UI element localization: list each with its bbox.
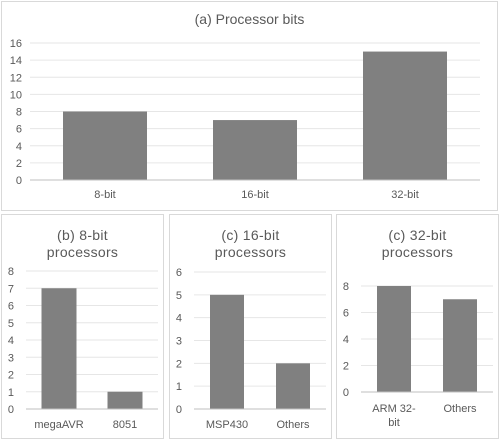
y-tick-label: 4 xyxy=(343,334,349,346)
y-tick-label: 1 xyxy=(176,381,182,393)
x-tick-label: MSP430 xyxy=(206,419,248,431)
y-tick-label: 1 xyxy=(8,387,14,399)
y-tick-label: 2 xyxy=(176,358,182,370)
bar xyxy=(210,294,244,409)
y-tick-label: 4 xyxy=(16,141,22,153)
y-tick-label: 16 xyxy=(10,38,22,50)
y-tick-label: 4 xyxy=(8,335,14,347)
x-tick-label: bit xyxy=(388,417,400,429)
chart-title-line: (c) 16-bit xyxy=(221,227,280,243)
y-tick-label: 4 xyxy=(176,313,182,325)
y-tick-label: 0 xyxy=(343,387,349,399)
x-tick-label: 8051 xyxy=(113,419,137,431)
x-tick-label: 32-bit xyxy=(391,189,419,201)
bar xyxy=(107,391,143,409)
y-tick-label: 0 xyxy=(176,404,182,416)
chart-processor-bits: (a) Processor bits 0 2 4 6 8 10 12 14 16 8-bit 16-… xyxy=(1,1,498,211)
bar xyxy=(41,288,77,409)
chart-plot: 0 2 4 6 8 ARM 32- bit Others xyxy=(343,281,493,429)
y-tick-label: 5 xyxy=(176,290,182,302)
y-tick-label: 2 xyxy=(16,158,22,170)
chart-title: (a) Processor bits xyxy=(194,11,305,27)
chart-title: (c) 32-bit processors xyxy=(337,227,498,261)
chart-title-line: processors xyxy=(381,244,454,260)
y-tick-label: 3 xyxy=(8,352,14,364)
chart-title-line: (c) 32-bit xyxy=(388,227,447,243)
x-tick-label: megaAVR xyxy=(34,419,83,431)
chart-8bit-processors: (b) 8-bit processors 0 1 2 3 4 5 6 7 8 megaAVR 805… xyxy=(1,214,164,439)
x-tick-label: 16-bit xyxy=(241,189,269,201)
chart-title: (b) 8-bit processors xyxy=(2,227,163,261)
y-tick-label: 8 xyxy=(8,266,14,278)
y-tick-label: 14 xyxy=(10,55,22,67)
chart-title-line: processors xyxy=(46,244,119,260)
bar xyxy=(276,363,310,409)
x-tick-label: Others xyxy=(443,403,477,415)
y-tick-label: 12 xyxy=(10,72,22,84)
y-tick-label: 8 xyxy=(343,281,349,293)
y-tick-label: 7 xyxy=(8,283,14,295)
x-tick-label: 8-bit xyxy=(94,189,115,201)
y-tick-label: 3 xyxy=(176,336,182,348)
y-tick-label: 10 xyxy=(10,89,22,101)
chart-16bit-processors: (c) 16-bit processors 0 1 2 3 4 5 6 MSP430 Other… xyxy=(169,214,332,439)
y-tick-label: 2 xyxy=(343,361,349,373)
chart-title: (c) 16-bit processors xyxy=(170,227,331,261)
bar xyxy=(63,111,147,180)
y-tick-label: 6 xyxy=(176,267,182,279)
chart-title-line: processors xyxy=(214,244,287,260)
chart-plot: 0 1 2 3 4 5 6 7 8 megaAVR 8051 xyxy=(8,266,158,431)
bar xyxy=(443,299,477,392)
y-tick-label: 2 xyxy=(8,370,14,382)
y-tick-label: 0 xyxy=(8,404,14,416)
chart-plot: 0 1 2 3 4 5 6 MSP430 Others xyxy=(176,267,326,431)
y-tick-label: 6 xyxy=(16,124,22,136)
bar xyxy=(377,286,411,392)
chart-title-line: (b) 8-bit xyxy=(57,227,108,243)
bar xyxy=(213,120,297,180)
y-tick-label: 6 xyxy=(343,308,349,320)
x-tick-label: ARM 32- xyxy=(372,403,416,415)
y-tick-label: 6 xyxy=(8,301,14,313)
bar xyxy=(363,51,447,180)
x-tick-label: Others xyxy=(276,419,310,431)
chart-plot: 0 2 4 6 8 10 12 14 16 8-bit 16-bit 32-bit xyxy=(10,38,480,201)
y-tick-label: 5 xyxy=(8,318,14,330)
y-tick-label: 0 xyxy=(16,175,22,187)
chart-32bit-processors: (c) 32-bit processors 0 2 4 6 8 ARM 32- bit Oth… xyxy=(336,214,499,439)
y-tick-label: 8 xyxy=(16,107,22,119)
